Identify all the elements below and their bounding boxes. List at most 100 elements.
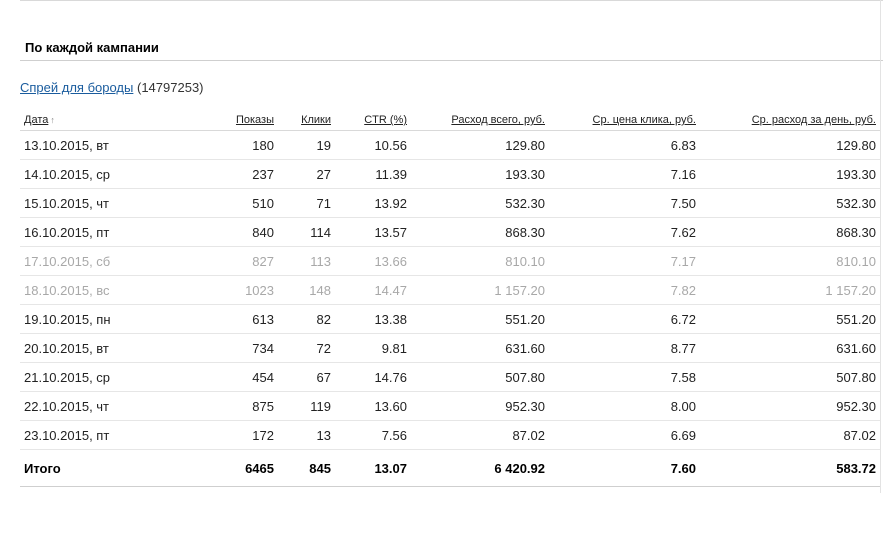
cell-ctr: 13.60 [335, 391, 411, 421]
cell-spend: 507.80 [411, 362, 549, 392]
cell-spend: 193.30 [411, 159, 549, 189]
table-row: 20.10.2015, вт 734 72 9.81 631.60 8.77 631.60 [20, 333, 880, 363]
column-header-clicks-label[interactable]: Клики [301, 114, 331, 126]
cell-ctr: 13.66 [335, 246, 411, 276]
cell-cpc: 8.77 [549, 333, 700, 363]
cell-ctr: 14.76 [335, 362, 411, 392]
column-header-ctr-label[interactable]: CTR (%) [364, 114, 407, 126]
cell-spend: 87.02 [411, 420, 549, 450]
cell-shows: 840 [200, 217, 278, 247]
cell-clicks: 27 [278, 159, 335, 189]
table-row: 21.10.2015, ср 454 67 14.76 507.80 7.58 507.80 [20, 362, 880, 392]
cell-ctr: 13.38 [335, 304, 411, 334]
cell-spend: 129.80 [411, 130, 549, 160]
column-header-spend[interactable]: Расход всего, руб. [411, 110, 549, 131]
cell-spend: 1 157.20 [411, 275, 549, 305]
sort-ascending-icon: ↑ [50, 115, 55, 125]
table-row: 17.10.2015, сб 827 113 13.66 810.10 7.17 810.1… [20, 246, 880, 276]
column-header-cpc[interactable]: Ср. цена клика, руб. [549, 110, 700, 131]
cell-cpc: 7.17 [549, 246, 700, 276]
cell-cpc: 6.69 [549, 420, 700, 450]
cell-shows: 172 [200, 420, 278, 450]
cell-date: 14.10.2015, ср [20, 159, 200, 189]
cell-clicks: 119 [278, 391, 335, 421]
table-row: 19.10.2015, пн 613 82 13.38 551.20 6.72 551.20 [20, 304, 880, 334]
column-header-date-label[interactable]: Дата [24, 114, 49, 126]
cell-daily: 810.10 [700, 246, 880, 276]
cell-shows: 237 [200, 159, 278, 189]
cell-cpc: 8.00 [549, 391, 700, 421]
cell-spend: 952.30 [411, 391, 549, 421]
column-header-ctr[interactable]: CTR (%) [335, 110, 411, 131]
cell-daily: 129.80 [700, 130, 880, 160]
column-header-shows[interactable]: Показы [200, 110, 278, 131]
total-clicks: 845 [278, 449, 335, 487]
total-daily: 583.72 [700, 449, 880, 487]
cell-clicks: 72 [278, 333, 335, 363]
campaign-header: Спрей для бороды (14797253) [20, 80, 204, 95]
cell-daily: 1 157.20 [700, 275, 880, 305]
campaign-id: (14797253) [137, 80, 204, 95]
cell-ctr: 7.56 [335, 420, 411, 450]
cell-spend: 810.10 [411, 246, 549, 276]
table-row: 22.10.2015, чт 875 119 13.60 952.30 8.00 952.3… [20, 391, 880, 421]
column-header-clicks[interactable]: Клики [278, 110, 335, 131]
cell-ctr: 9.81 [335, 333, 411, 363]
cell-cpc: 7.16 [549, 159, 700, 189]
cell-date: 17.10.2015, сб [20, 246, 200, 276]
campaign-link[interactable]: Спрей для бороды [20, 80, 134, 95]
total-row: Итого 6465 845 13.07 6 420.92 7.60 583.7… [20, 449, 880, 487]
cell-shows: 613 [200, 304, 278, 334]
cell-date: 23.10.2015, пт [20, 420, 200, 450]
table-row: 14.10.2015, ср 237 27 11.39 193.30 7.16 193.30 [20, 159, 880, 189]
cell-spend: 868.30 [411, 217, 549, 247]
section-title: По каждой кампании [25, 40, 159, 55]
column-header-shows-label[interactable]: Показы [235, 114, 274, 126]
cell-date: 16.10.2015, пт [20, 217, 200, 247]
cell-daily: 551.20 [700, 304, 880, 334]
top-divider [20, 0, 883, 1]
cell-clicks: 67 [278, 362, 335, 392]
cell-spend: 551.20 [411, 304, 549, 334]
column-header-daily-label[interactable]: Ср. расход за день, руб. [751, 114, 876, 126]
total-ctr: 13.07 [335, 449, 411, 487]
total-spend: 6 420.92 [411, 449, 549, 487]
column-header-daily[interactable]: Ср. расход за день, руб. [700, 110, 880, 131]
table-row: 16.10.2015, пт 840 114 13.57 868.30 7.62 868.3… [20, 217, 880, 247]
cell-date: 13.10.2015, вт [20, 130, 200, 160]
column-header-date[interactable]: Дата ↑ [20, 110, 200, 131]
cell-shows: 454 [200, 362, 278, 392]
cell-shows: 734 [200, 333, 278, 363]
cell-cpc: 6.83 [549, 130, 700, 160]
cell-cpc: 6.72 [549, 304, 700, 334]
cell-daily: 532.30 [700, 188, 880, 218]
cell-date: 19.10.2015, пн [20, 304, 200, 334]
cell-clicks: 13 [278, 420, 335, 450]
cell-daily: 87.02 [700, 420, 880, 450]
cell-daily: 507.80 [700, 362, 880, 392]
section-divider [20, 60, 883, 61]
cell-date: 15.10.2015, чт [20, 188, 200, 218]
cell-ctr: 13.92 [335, 188, 411, 218]
cell-shows: 510 [200, 188, 278, 218]
table-header-row: Дата ↑ Показы Клики CTR (%) Расход всего,… [20, 110, 880, 131]
column-header-spend-label[interactable]: Расход всего, руб. [451, 114, 545, 126]
cell-spend: 532.30 [411, 188, 549, 218]
total-label: Итого [20, 449, 200, 487]
cell-clicks: 148 [278, 275, 335, 305]
column-header-cpc-label[interactable]: Ср. цена клика, руб. [592, 114, 696, 126]
right-divider [880, 0, 881, 493]
cell-ctr: 14.47 [335, 275, 411, 305]
cell-daily: 952.30 [700, 391, 880, 421]
cell-ctr: 13.57 [335, 217, 411, 247]
cell-daily: 631.60 [700, 333, 880, 363]
cell-date: 18.10.2015, вс [20, 275, 200, 305]
total-cpc: 7.60 [549, 449, 700, 487]
table-row: 13.10.2015, вт 180 19 10.56 129.80 6.83 129.80 [20, 130, 880, 160]
cell-cpc: 7.62 [549, 217, 700, 247]
stats-table: Дата ↑ Показы Клики CTR (%) Расход всего,… [20, 110, 880, 487]
cell-shows: 827 [200, 246, 278, 276]
cell-cpc: 7.82 [549, 275, 700, 305]
cell-daily: 868.30 [700, 217, 880, 247]
cell-shows: 875 [200, 391, 278, 421]
